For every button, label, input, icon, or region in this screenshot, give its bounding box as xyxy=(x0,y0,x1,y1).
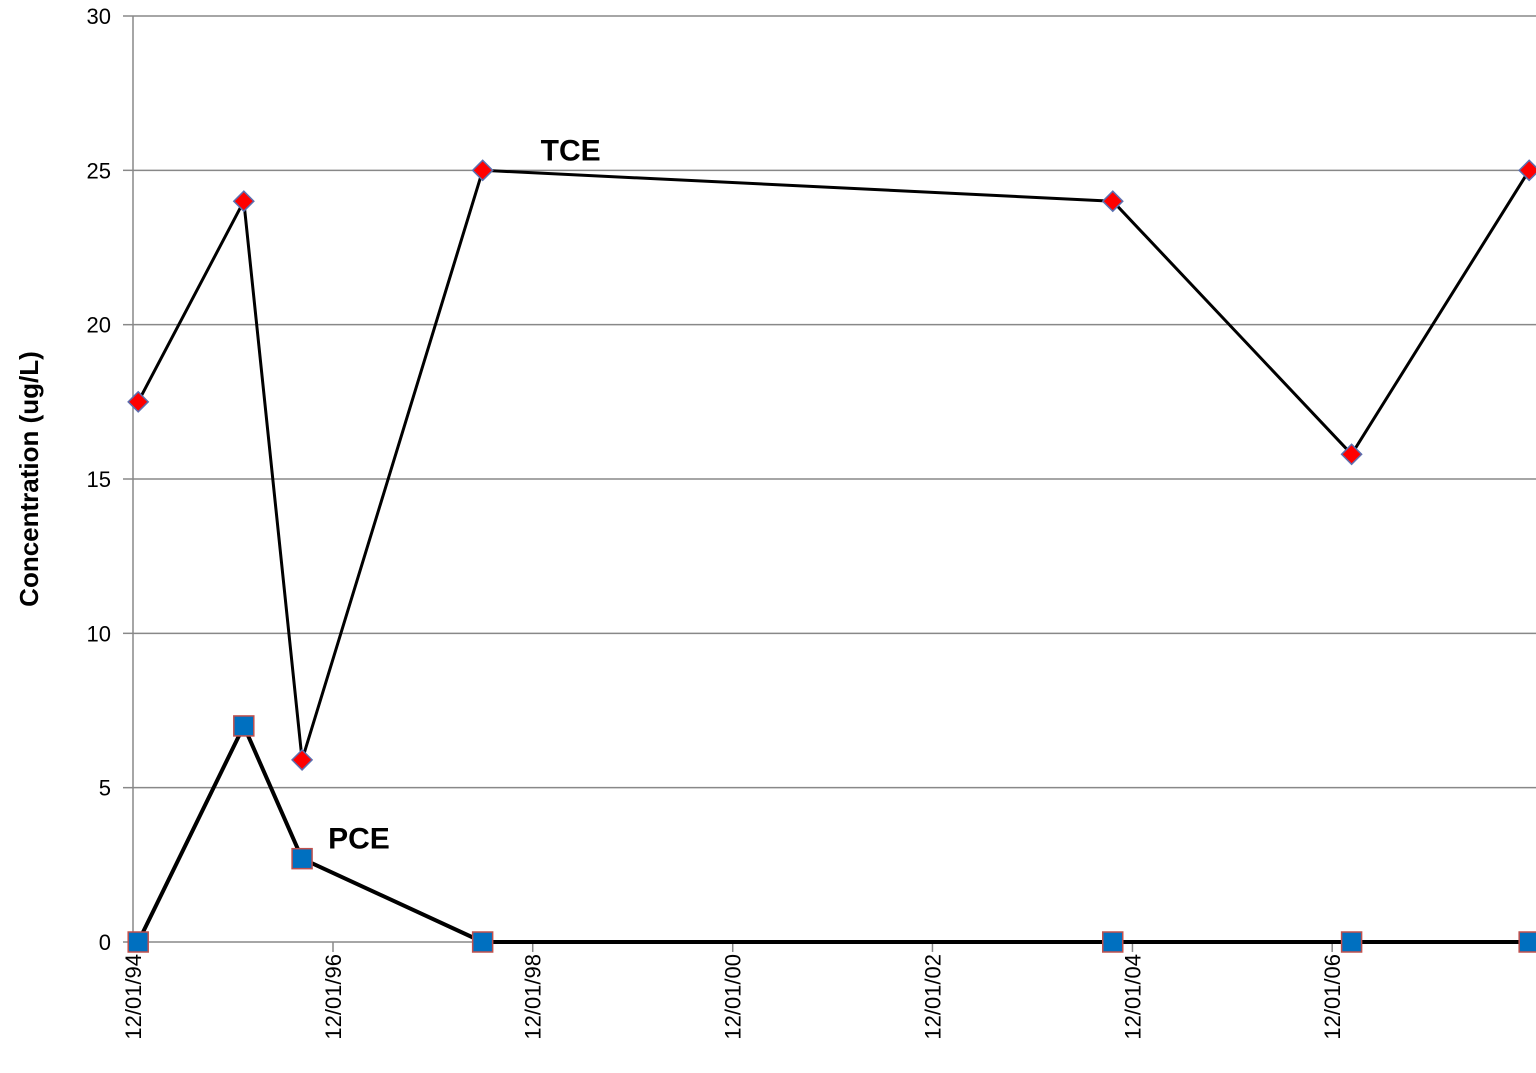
series xyxy=(127,159,1536,953)
x-tick-label: 12/01/04 xyxy=(1120,954,1145,1040)
tce-point xyxy=(1340,443,1363,466)
pce-series-label: PCE xyxy=(328,823,390,856)
y-tick-label: 15 xyxy=(87,467,111,492)
pce-point xyxy=(291,847,313,870)
tce-series-line xyxy=(136,168,1531,762)
x-tick-label: 12/01/00 xyxy=(721,954,746,1040)
labels: TCE PCE xyxy=(328,134,601,855)
x-tick-label: 12/01/94 xyxy=(121,954,146,1040)
tce-series-label: TCE xyxy=(541,134,601,167)
x-tick-label: 12/01/96 xyxy=(321,954,346,1040)
x-tick-label: 12/01/06 xyxy=(1320,954,1345,1040)
pce-point xyxy=(233,715,255,737)
tce-point xyxy=(291,748,314,771)
x-tick-label: 12/01/02 xyxy=(920,954,945,1040)
pce-point xyxy=(1340,931,1363,953)
tce-point xyxy=(127,390,150,413)
y-tick-label: 25 xyxy=(87,158,111,183)
y-tick-label: 10 xyxy=(87,621,111,646)
x-tick-label: 12/01/98 xyxy=(521,954,546,1040)
y-tick-label: 20 xyxy=(87,313,111,338)
y-tick-label: 5 xyxy=(99,776,111,801)
pce-point xyxy=(1518,931,1536,953)
axes: 0 5 10 15 20 25 30 12/01/94 12/01/96 12/01/98 12/0… xyxy=(87,4,1536,1040)
y-tick-label: 0 xyxy=(99,930,111,955)
pce-point xyxy=(127,931,149,953)
pce-point xyxy=(471,931,494,953)
tce-point xyxy=(232,190,255,213)
tce-point xyxy=(1101,190,1124,213)
pce-point xyxy=(1102,931,1124,953)
y-axis-title: Concentration (ug/L) xyxy=(14,351,44,607)
tce-point xyxy=(1518,159,1536,182)
tce-point xyxy=(471,159,494,182)
y-tick-label: 30 xyxy=(87,4,111,29)
gridlines xyxy=(133,15,1536,789)
